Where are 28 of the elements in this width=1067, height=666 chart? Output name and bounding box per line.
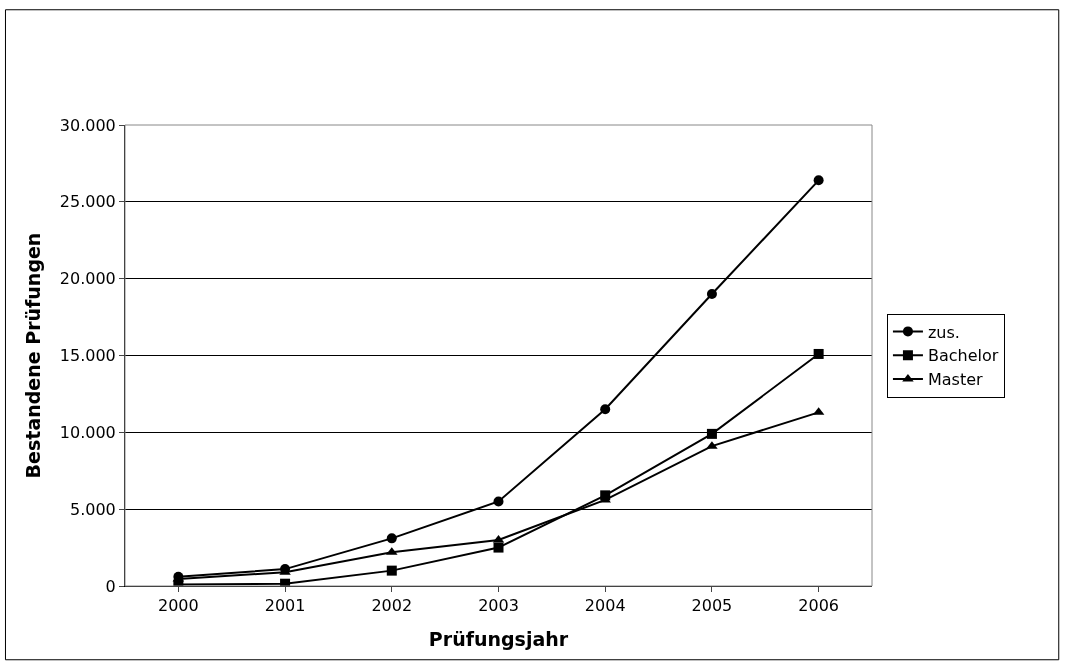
x-tick-label: 2005	[691, 596, 733, 616]
x-axis-title: Prüfungsjahr	[428, 628, 569, 650]
point	[706, 428, 717, 439]
legend-label: zus.	[927, 322, 960, 342]
point	[493, 496, 504, 507]
point	[813, 348, 824, 359]
y-tick-label: 5.000	[69, 499, 116, 519]
x-tick-label: 2001	[264, 596, 306, 616]
x-tick-label: 2003	[478, 596, 519, 616]
x-tick-label: 2000	[158, 596, 199, 616]
x-tick-label: 2004	[584, 596, 626, 616]
legend-label: Master	[927, 370, 983, 390]
legend-label: Bachelor	[927, 346, 999, 366]
y-tick-label: 20.000	[59, 269, 116, 289]
point	[706, 289, 717, 300]
point	[600, 404, 611, 415]
y-tick-label: 30.000	[59, 115, 116, 135]
y-tick-label: 25.000	[59, 192, 116, 212]
x-tick-label: 2006	[798, 596, 839, 616]
point	[386, 533, 397, 544]
point	[493, 542, 504, 553]
x-tick-label: 2002	[371, 596, 413, 616]
y-tick-label: 10.000	[59, 422, 116, 442]
y-axis-title: Bestandene Prüfungen	[21, 232, 44, 479]
y-tick-label: 0	[105, 576, 116, 596]
point	[813, 175, 824, 186]
point	[386, 565, 397, 576]
y-tick-label: 15.000	[59, 346, 116, 366]
